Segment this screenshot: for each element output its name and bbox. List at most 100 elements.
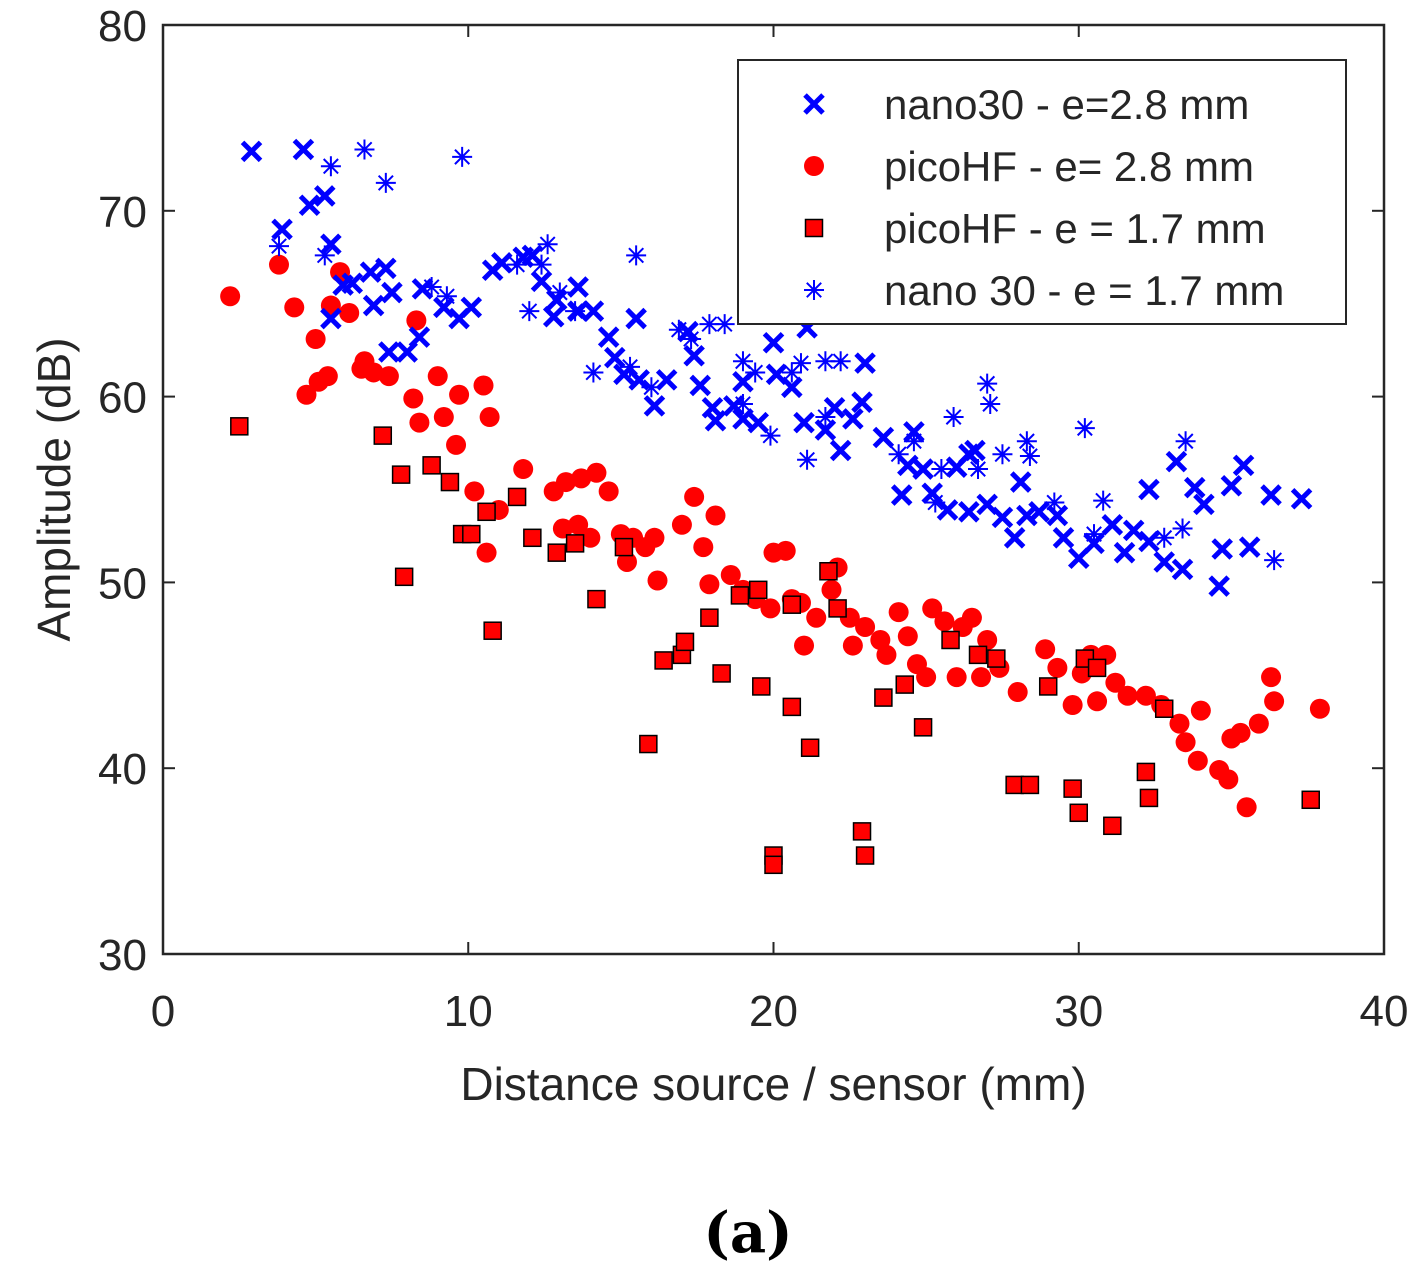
data-point [296,384,317,405]
data-point [1187,750,1208,771]
data-point [815,407,836,428]
data-point [1035,639,1056,660]
y-axis-label: Amplitude (dB) [28,337,80,641]
data-point [704,409,727,432]
data-point [1087,658,1107,678]
data-point [854,352,876,374]
x-tick-label: 10 [444,987,493,1036]
data-point [1183,476,1206,499]
data-point [552,518,573,539]
data-point [1175,431,1196,452]
legend-label: picoHF - e = 1.7 mm [884,205,1266,252]
data-point [626,245,647,266]
data-point [1264,550,1285,571]
x-axis-label: Distance source / sensor (mm) [460,1058,1086,1110]
data-point [720,564,741,585]
data-point [823,396,846,419]
data-point [977,629,998,650]
legend-items: nano30 - e=2.8 mm picoHF - e= 2.8 mm picoH… [803,81,1284,314]
data-point [912,458,934,480]
legend-item: picoHF - e = 1.7 mm [804,205,1266,252]
data-point [732,370,754,393]
data-point [378,341,400,363]
data-point [1084,524,1105,545]
data-point [317,366,338,387]
data-point [320,233,342,256]
legend-label: nano30 - e=2.8 mm [884,81,1249,128]
data-point [925,492,946,513]
data-point [723,395,745,417]
data-point [411,278,434,300]
data-point [1009,471,1032,493]
data-point [375,257,397,280]
data-point [855,846,875,865]
data-point [1003,527,1026,549]
data-point [752,677,771,696]
legend-marker [804,218,824,238]
data-point [1019,446,1040,467]
data-point [565,534,585,553]
data-point [519,301,540,322]
data-point [797,449,818,470]
data-point [1220,475,1243,497]
data-point [513,459,534,480]
data-point [567,276,589,298]
data-point [427,366,448,387]
data-point [614,537,634,557]
data-point [677,320,699,343]
data-point [971,667,992,688]
data-point [477,502,496,522]
data-point [941,630,960,650]
data-point [855,616,876,637]
data-point [271,218,293,241]
data-point [815,351,836,372]
data-point [220,286,241,307]
legend-box [737,59,1347,325]
data-point [604,346,626,369]
data-point [546,289,568,311]
data-point [1007,682,1028,703]
data-point [359,261,382,283]
data-point [748,580,768,600]
data-point [1117,685,1138,706]
data-point [292,138,315,161]
data-point [1172,518,1193,539]
data-point [689,374,712,397]
data-point [821,579,842,600]
data-point [1047,657,1068,678]
data-point [1138,530,1160,553]
data-point [931,459,952,480]
data-point [1309,698,1330,719]
data-point [464,481,485,502]
data-point [452,146,473,167]
data-point [641,377,662,398]
legend: nano30 - e=2.8 mm picoHF - e= 2.8 mm picoH… [737,59,1347,325]
data-point [1301,790,1320,810]
data-point [523,528,542,548]
data-point [547,543,567,562]
data-point [968,645,988,665]
data-point [1169,713,1190,734]
data-point [1165,450,1188,473]
data-point [829,439,852,462]
data-point [943,407,964,428]
data-point [760,598,781,619]
data-point [530,270,553,293]
data-point [1261,667,1282,688]
data-point [1193,493,1215,516]
data-point [473,375,494,396]
data-point [806,607,827,628]
data-point [549,282,570,303]
legend-item: nano 30 - e = 1.7 mm [804,267,1284,314]
data-point [922,598,943,619]
legend-marker [803,93,825,115]
data-point [762,331,785,354]
data-point [1122,519,1145,542]
data-point [934,611,955,632]
x-tick-label: 40 [1360,987,1409,1036]
data-point [699,314,720,335]
data-point [375,172,396,193]
data-point [681,329,702,350]
data-point [1005,775,1024,795]
